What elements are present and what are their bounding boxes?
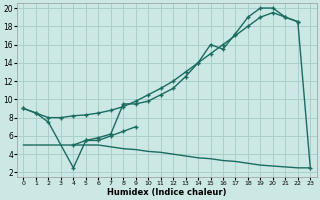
X-axis label: Humidex (Indice chaleur): Humidex (Indice chaleur) xyxy=(107,188,227,197)
